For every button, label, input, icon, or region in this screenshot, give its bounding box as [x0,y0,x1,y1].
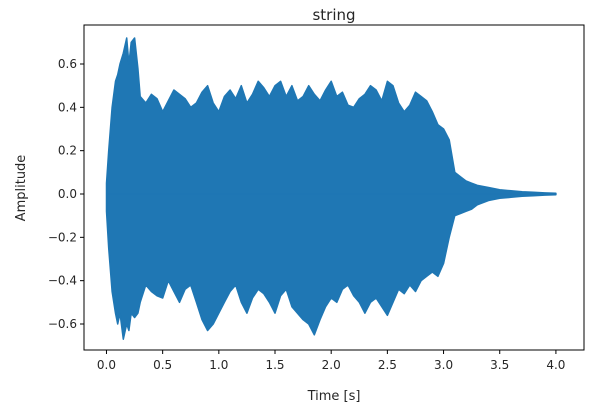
x-axis-label: Time [s] [307,389,361,404]
waveform-series [105,37,557,340]
x-tick-label: 2.5 [378,358,397,372]
y-tick-label: 0.2 [58,144,77,158]
y-axis: −0.6 −0.4 −0.2 0.0 0.2 0.4 0.6 [48,57,84,331]
chart-title: string [312,6,355,24]
x-tick-label: 1.0 [209,358,228,372]
x-tick-label: 3.0 [434,358,453,372]
x-tick-label: 4.0 [546,358,565,372]
x-axis: 0.0 0.5 1.0 1.5 2.0 2.5 3.0 3.5 4.0 [97,350,565,372]
y-tick-label: 0.4 [58,100,77,114]
x-tick-label: 0.5 [153,358,172,372]
y-tick-label: 0.6 [58,57,77,71]
waveform-area-layer [105,37,557,340]
x-tick-label: 2.0 [322,358,341,372]
x-tick-label: 1.5 [265,358,284,372]
y-tick-label: 0.0 [58,187,77,201]
y-tick-label: −0.6 [48,317,77,331]
y-axis-label: Amplitude [14,155,29,222]
y-tick-label: −0.4 [48,274,77,288]
x-tick-label: 3.5 [490,358,509,372]
y-tick-label: −0.2 [48,230,77,244]
x-tick-label: 0.0 [97,358,116,372]
plot-frame [83,24,585,351]
